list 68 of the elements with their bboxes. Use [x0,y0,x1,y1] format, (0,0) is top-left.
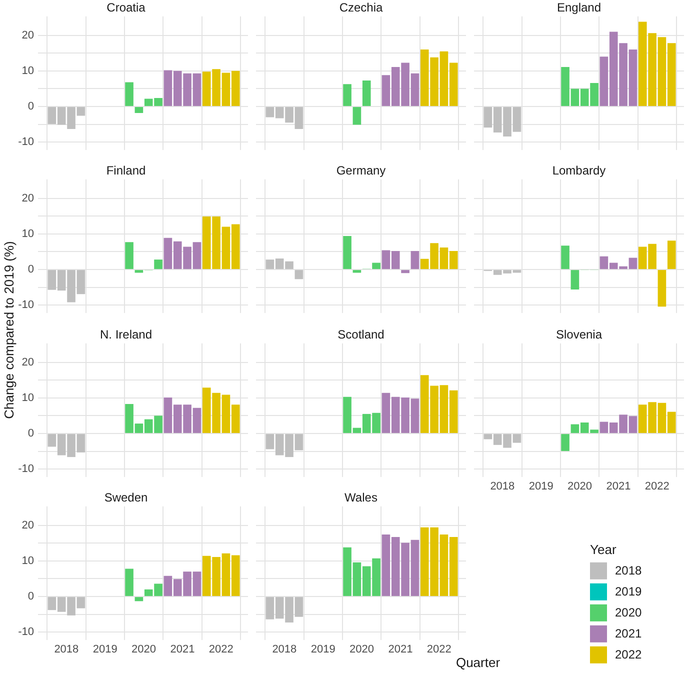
chart-title: Slovenia [556,328,602,342]
y-tick-label: -10 [18,136,34,148]
chart-title: Wales [344,490,378,505]
chart-title: Lombardy [552,164,606,178]
legend-title: Year [590,542,617,557]
y-tick-label: 0 [28,264,34,276]
bar [561,434,570,451]
y-tick-label: 20 [22,519,34,532]
x-tick-label: 2019 [92,644,118,656]
legend-label: 2021 [615,626,642,641]
y-tick-label: 0 [28,428,34,440]
bar [410,251,420,270]
x-tick-label: 2022 [208,644,234,656]
x-tick-label: 2020 [132,644,156,656]
bar [125,568,134,596]
y-tick-label: 20 [22,192,34,204]
chart-title: Germany [336,164,386,178]
bar [134,107,144,113]
chart-title: Sweden [104,490,148,505]
y-tick-label: 0 [28,590,34,603]
chart-title: Finland [106,164,146,178]
y-tick-label: 20 [22,29,34,42]
bar [362,80,371,106]
x-tick-label: 2020 [350,644,374,656]
bar [154,260,162,270]
bar [343,84,352,106]
bar [343,236,352,270]
x-tick-label: 2021 [388,644,413,656]
bar [125,82,134,106]
x-axis-title: Quarter [456,655,500,670]
chart-title: N. Ireland [100,328,152,342]
y-tick-label: 10 [22,554,34,567]
x-tick-label: 2018 [490,480,515,493]
y-tick-label: -10 [18,463,34,476]
y-tick-label: 20 [22,356,34,368]
y-tick-label: 10 [22,64,34,77]
y-tick-label: 0 [28,100,34,113]
bar [125,242,134,270]
y-tick-label: 10 [22,392,34,404]
y-axis-title: Change compared to 2019 (%) [2,241,16,419]
bar [352,107,362,125]
bar [134,597,144,602]
bar [658,270,666,307]
x-tick-label: 2022 [644,480,670,493]
chart-title: Scotland [338,328,384,342]
x-tick-label: 2021 [606,480,631,493]
x-tick-label: 2020 [568,480,592,493]
y-tick-label: -10 [18,299,34,312]
x-tick-label: 2018 [54,644,79,656]
chart-title: England [556,0,602,15]
bar [570,270,580,290]
x-tick-label: 2019 [528,480,554,493]
x-tick-label: 2021 [170,644,195,656]
bar [561,246,570,270]
x-tick-label: 2019 [310,644,336,656]
legend-label: 2020 [615,606,642,620]
bar [372,262,380,270]
legend-label: 2019 [615,584,642,599]
legend-label: 2018 [615,564,642,578]
chart-title: Czechia [339,0,383,15]
y-tick-label: 10 [22,228,34,240]
chart-title: Croatia [106,0,146,15]
x-tick-label: 2022 [426,644,452,656]
bar [294,270,304,280]
y-tick-label: -10 [18,626,34,638]
bar [667,240,676,270]
bar [401,270,410,274]
x-tick-label: 2018 [272,644,297,656]
